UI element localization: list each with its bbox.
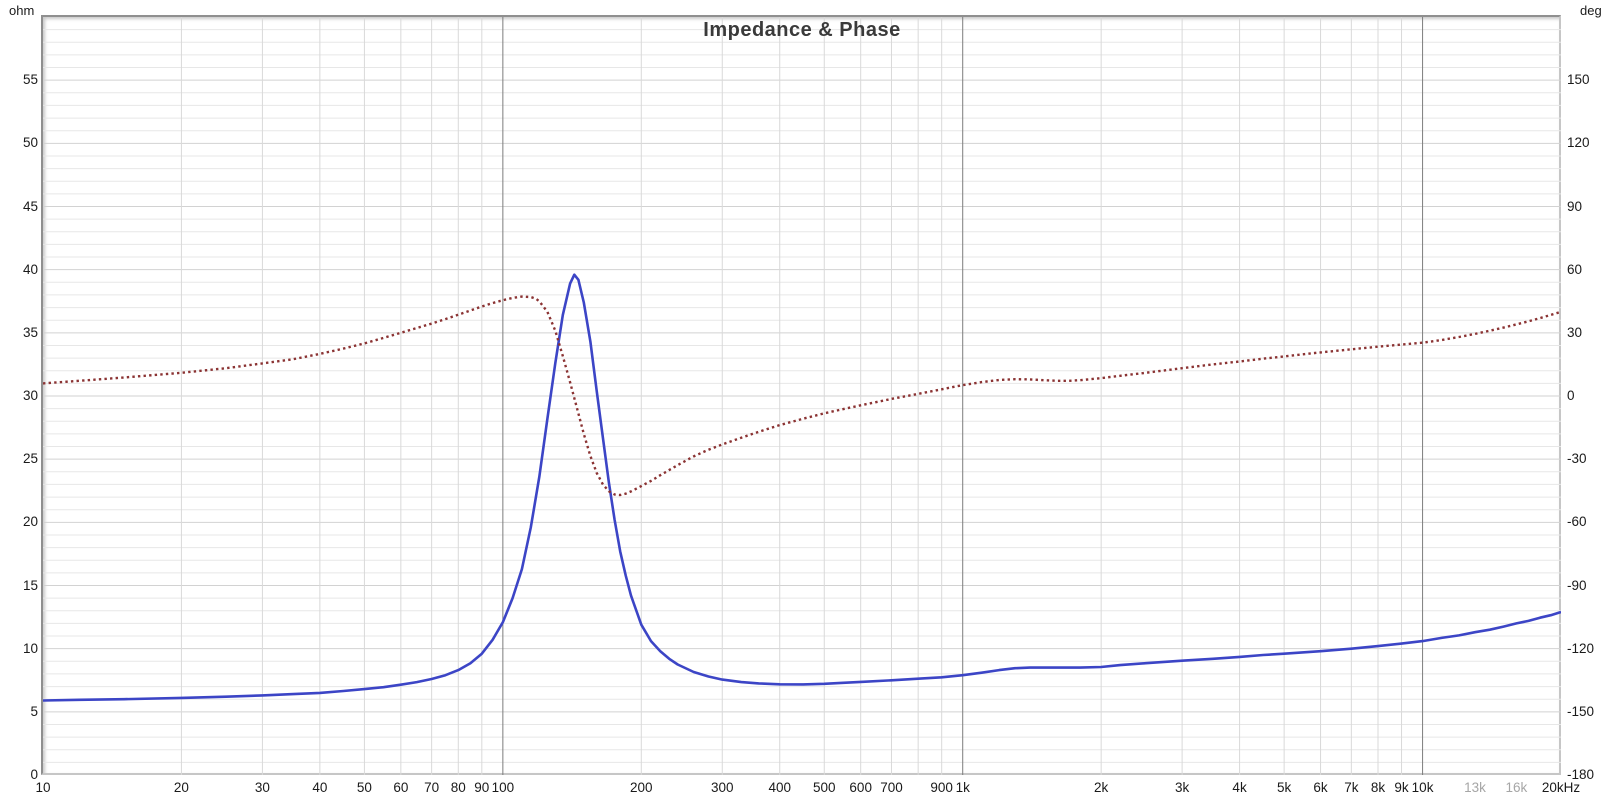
x-axis-tick-6k: 6k — [1313, 780, 1328, 795]
x-axis-tick-40: 40 — [312, 780, 328, 795]
x-axis-tick-500: 500 — [813, 780, 836, 795]
x-axis-tick-900: 900 — [930, 780, 953, 795]
right-axis-unit-label: deg — [1580, 3, 1602, 18]
left-axis-tick-30: 30 — [22, 388, 38, 403]
left-axis-tick-45: 45 — [22, 198, 38, 214]
right-axis-tick--150: -150 — [1567, 703, 1595, 719]
chart-title: Impedance & Phase — [703, 19, 901, 41]
chart-canvas — [43, 17, 1561, 775]
x-axis-tick-10: 10 — [35, 780, 51, 795]
x-axis-tick-4k: 4k — [1232, 780, 1247, 795]
x-axis-tick-50: 50 — [356, 780, 372, 795]
impedance-curve — [43, 273, 1561, 702]
x-axis-tick-600: 600 — [849, 780, 872, 795]
right-axis-tick-0: 0 — [1567, 388, 1575, 403]
right-axis-tick-30: 30 — [1567, 324, 1583, 340]
x-axis-tick-13k: 13k — [1464, 780, 1486, 795]
x-axis-tick-9k: 9k — [1394, 780, 1409, 795]
phase-curve — [43, 295, 1561, 497]
x-axis-tick-20: 20 — [173, 780, 189, 795]
right-axis-tick--180: -180 — [1567, 767, 1595, 782]
left-axis-tick-15: 15 — [22, 577, 38, 593]
right-axis-tick-90: 90 — [1567, 198, 1583, 214]
x-axis-tick-200: 200 — [630, 780, 653, 795]
x-axis-tick-90: 90 — [474, 780, 490, 795]
right-axis-tick--30: -30 — [1567, 451, 1587, 467]
x-axis-tick-8k: 8k — [1370, 780, 1386, 795]
x-axis-tick-400: 400 — [768, 780, 791, 795]
x-axis-tick-700: 700 — [880, 780, 903, 795]
x-axis-tick-70: 70 — [424, 780, 440, 795]
left-axis-tick-0: 0 — [30, 767, 38, 782]
left-axis-tick-5: 5 — [30, 703, 38, 719]
left-axis-unit-label: ohm — [9, 3, 35, 18]
x-axis-tick-7k: 7k — [1344, 780, 1359, 795]
x-axis-tick-1k: 1k — [955, 780, 970, 795]
right-axis-tick--120: -120 — [1567, 640, 1595, 656]
x-axis-tick-10k: 10k — [1411, 780, 1434, 795]
left-axis-tick-35: 35 — [22, 324, 38, 340]
left-axis-tick-50: 50 — [22, 135, 38, 151]
x-axis-tick-5k: 5k — [1276, 780, 1292, 795]
x-axis-tick-16k: 16k — [1505, 780, 1528, 795]
right-axis-tick--60: -60 — [1567, 514, 1587, 530]
curves — [43, 273, 1561, 702]
left-axis-tick-55: 55 — [22, 72, 38, 88]
right-axis-tick-60: 60 — [1567, 261, 1583, 277]
right-axis-tick--90: -90 — [1567, 577, 1587, 593]
x-axis-tick-80: 80 — [450, 780, 466, 795]
x-axis-tick-2k: 2k — [1094, 780, 1109, 795]
x-axis-tick-60: 60 — [393, 780, 409, 795]
x-axis-tick-100: 100 — [491, 780, 515, 795]
left-axis-tick-20: 20 — [22, 514, 38, 530]
right-axis-tick-120: 120 — [1567, 135, 1590, 151]
left-axis-tick-10: 10 — [22, 640, 38, 656]
x-axis-tick-3k: 3k — [1174, 780, 1190, 795]
x-axis-tick-20kHz: 20kHz — [1541, 780, 1581, 795]
x-axis-tick-30: 30 — [254, 780, 270, 795]
left-axis-tick-40: 40 — [22, 261, 38, 277]
right-axis-tick-150: 150 — [1567, 72, 1590, 88]
x-axis-tick-300: 300 — [710, 780, 734, 795]
gridlines — [43, 17, 1561, 775]
left-axis-tick-25: 25 — [22, 451, 38, 467]
